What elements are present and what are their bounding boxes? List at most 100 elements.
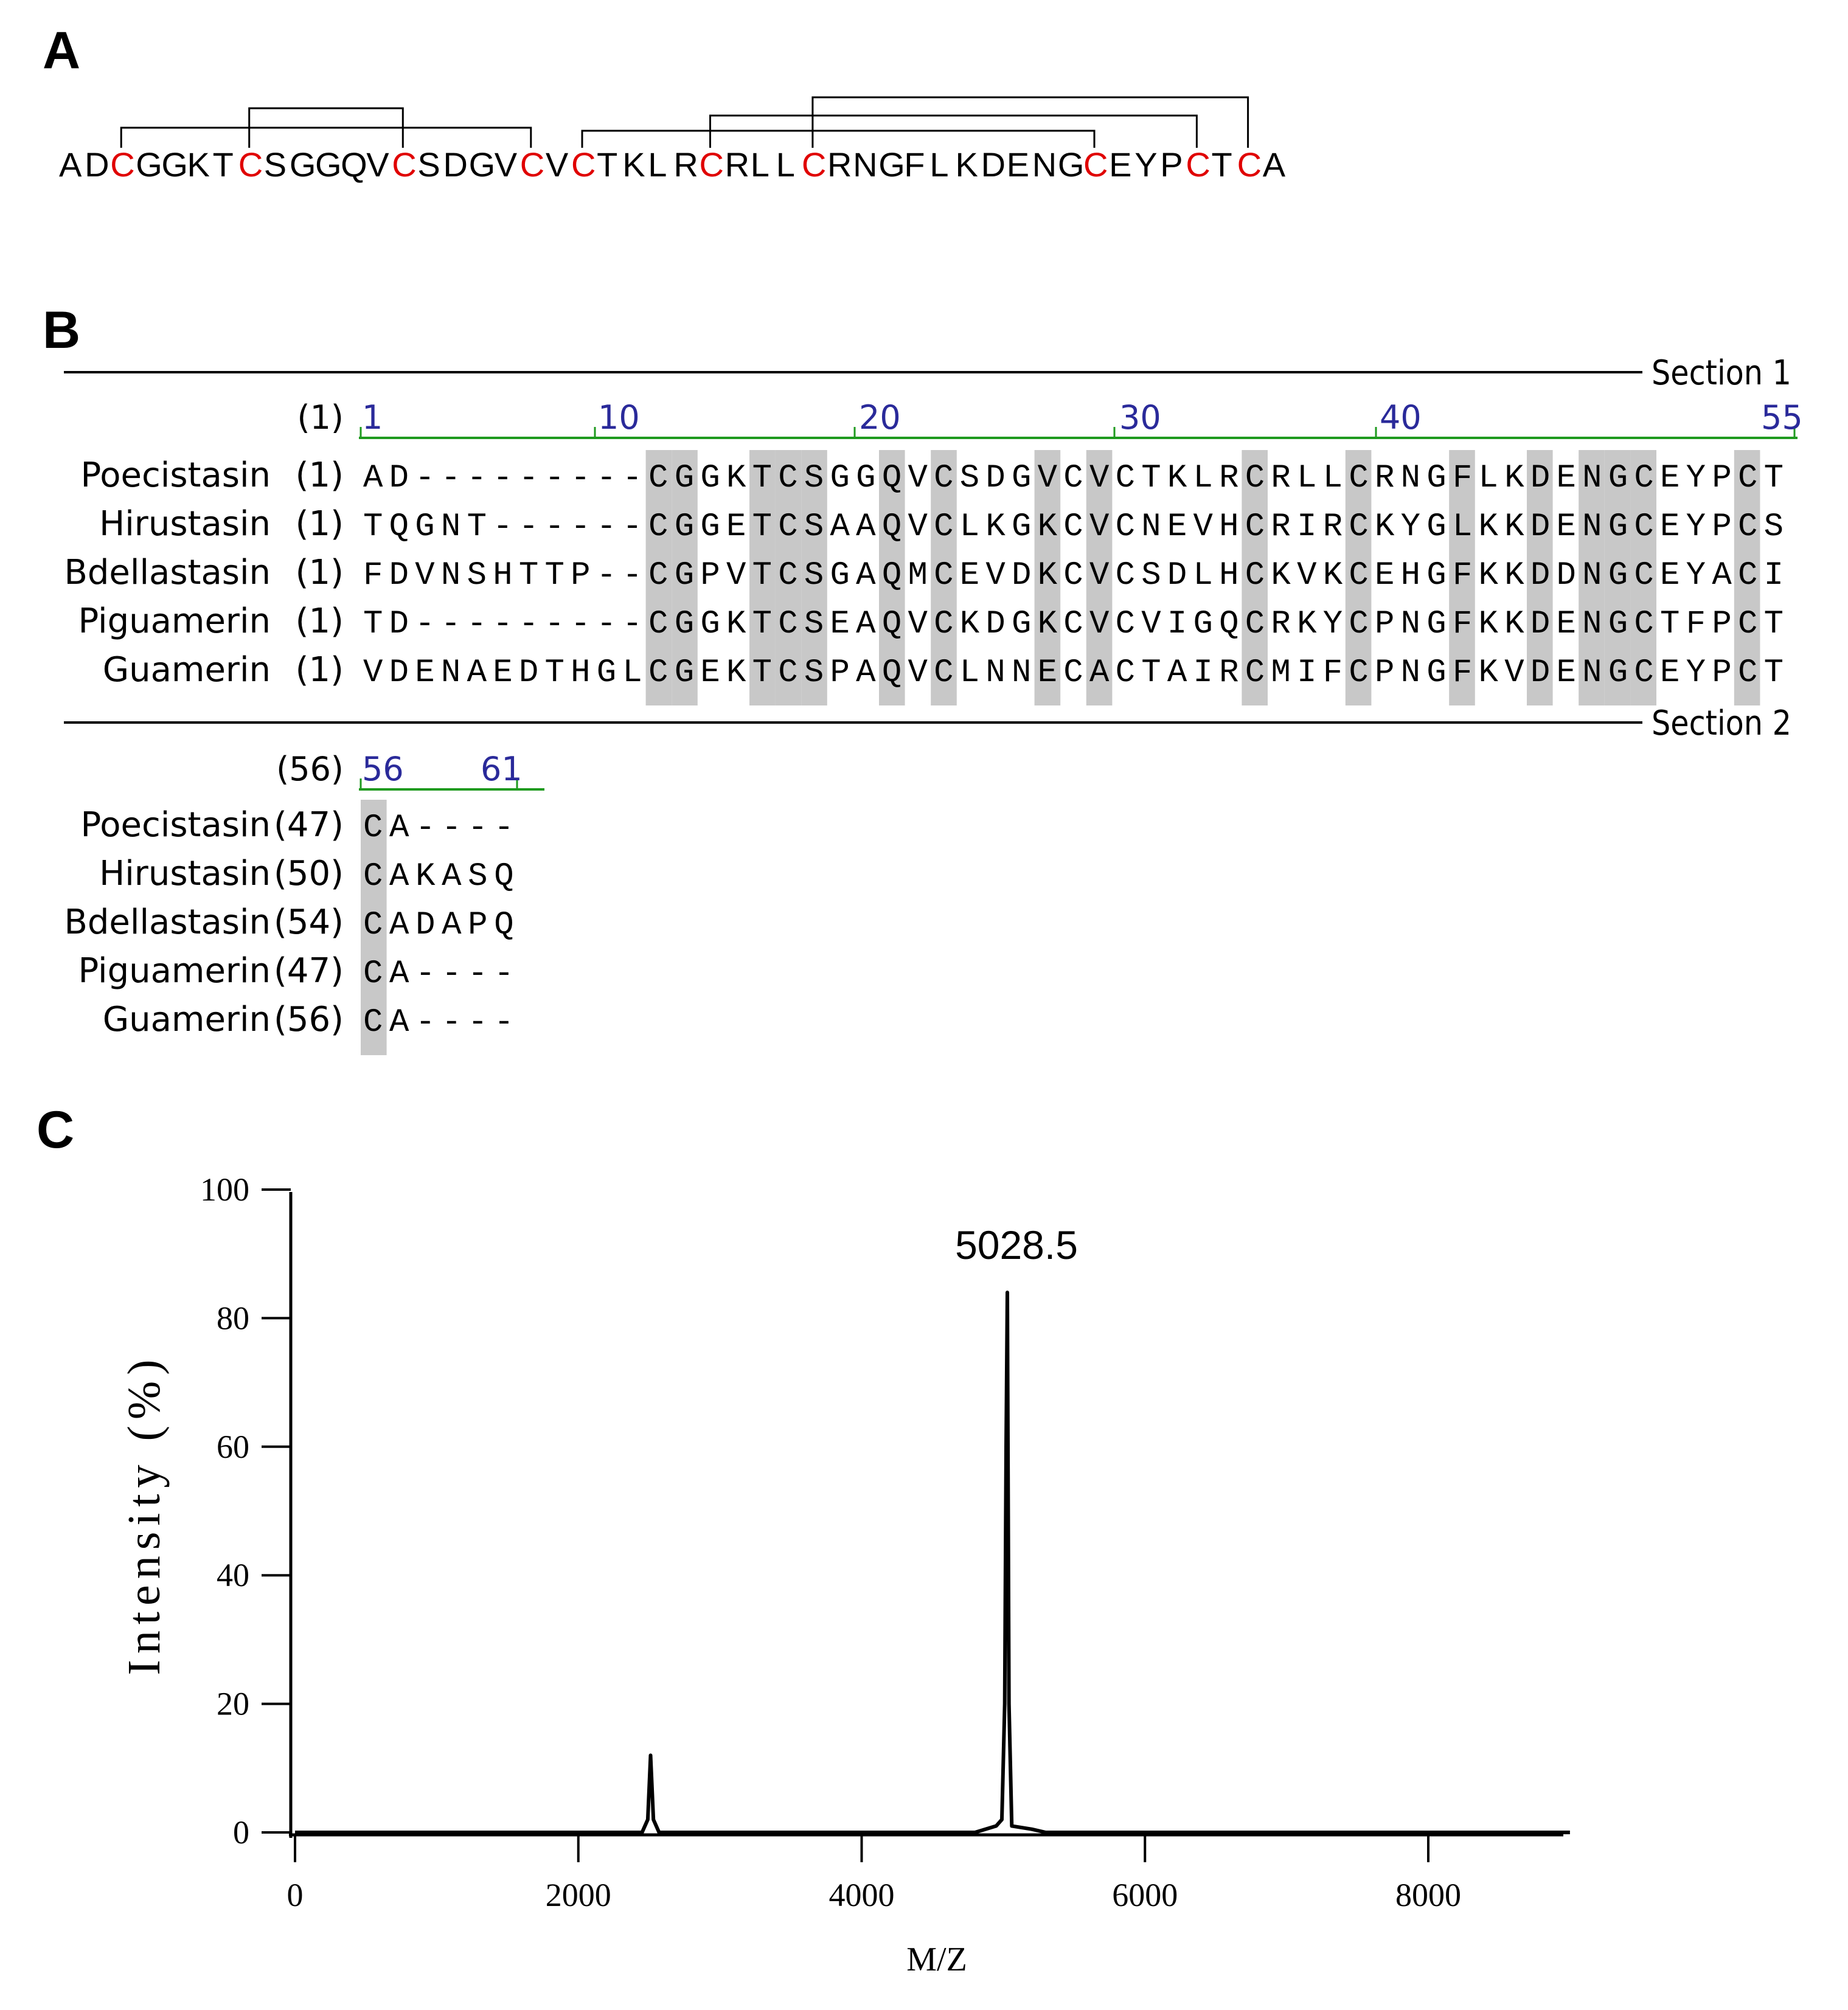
x-tick-label: 8000 <box>1395 1877 1461 1913</box>
conserved-column-shade <box>1034 450 1061 705</box>
x-axis-label: M/Z <box>906 1941 967 1978</box>
ruler-label: 1 <box>362 398 383 437</box>
y-axis-label: Intensity (%) <box>119 1354 170 1676</box>
y-tick-label: 0 <box>233 1814 249 1851</box>
conserved-column-shade <box>672 450 698 705</box>
disulfide-bond <box>248 107 404 148</box>
x-tick-label: 4000 <box>829 1877 895 1913</box>
residue: T <box>213 145 234 184</box>
y-tick-label: 100 <box>200 1171 249 1208</box>
residue: C <box>238 145 263 184</box>
ruler-label: 20 <box>859 398 901 437</box>
residue: D <box>85 145 109 184</box>
residue: G <box>161 145 188 184</box>
ruler-label: 56 <box>362 750 404 788</box>
sequence-text: ADCGGKT CSGGQVCSDGVCVCT KL RCRL L CRNGF L KDENG… <box>59 145 1286 184</box>
x-tick-label: 0 <box>287 1877 304 1913</box>
residue: S <box>417 145 440 184</box>
peak-label: 5028.5 <box>955 1222 1078 1267</box>
residue: V <box>495 145 518 184</box>
sequence-name: Bdellastasin <box>64 903 271 942</box>
residue: K <box>956 145 978 184</box>
aligned-sequence: TQGNT------CGGETCSAAQVCLKGKCVCNEVHCRIRCK… <box>363 508 1784 546</box>
residue: N <box>853 145 877 184</box>
residue: G <box>878 145 905 184</box>
sequence-name: Piguamerin <box>78 951 271 991</box>
conserved-column-shade <box>1242 450 1268 705</box>
residue: G <box>469 145 496 184</box>
y-tick-label: 20 <box>217 1686 249 1722</box>
sequence-position: (1) <box>296 601 344 641</box>
ruler-start-label: (56) <box>276 750 344 788</box>
residue: N <box>1032 145 1057 184</box>
residue: C <box>802 145 826 184</box>
sequence-position: (47) <box>274 805 344 845</box>
residue: R <box>725 145 749 184</box>
residue: D <box>981 145 1006 184</box>
section-label: Section 2 <box>1652 704 1791 743</box>
sequence-name: Poecistasin <box>80 805 271 845</box>
y-tick-label: 60 <box>217 1429 249 1465</box>
ruler-label: 40 <box>1380 398 1422 437</box>
sequence-position: (56) <box>274 1000 344 1039</box>
sequence-name: Piguamerin <box>78 601 271 641</box>
conserved-column-shade <box>361 800 387 1055</box>
residue: L <box>648 145 667 184</box>
conserved-column-shade <box>1527 450 1553 705</box>
residue: A <box>1263 145 1286 184</box>
residue: L <box>776 145 795 184</box>
disulfide-bond <box>120 126 532 148</box>
residue: D <box>443 145 468 184</box>
residue: V <box>546 145 569 184</box>
residue: T <box>1212 145 1232 184</box>
sequence-position: (1) <box>296 650 344 690</box>
sequence-name: Hirustasin <box>99 504 271 544</box>
residue: F <box>904 145 925 184</box>
residue: A <box>59 145 82 184</box>
residue: C <box>571 145 596 184</box>
sequence-position: (47) <box>274 951 344 991</box>
conserved-column-shade <box>879 450 905 705</box>
sequence-name: Hirustasin <box>99 854 271 893</box>
residue: T <box>597 145 617 184</box>
disulfide-bond <box>811 96 1249 148</box>
residue: R <box>827 145 852 184</box>
sequence-position: (54) <box>274 903 344 942</box>
sequence-name: Bdellastasin <box>64 553 271 592</box>
disulfide-sequence-panel: ADCGGKT CSGGQVCSDGVCVCT KL RCRL L CRNGF L KDENG… <box>59 96 1286 184</box>
ruler-label: 55 <box>1761 398 1803 437</box>
conserved-column-shade <box>801 450 827 705</box>
sequence-position: (1) <box>296 504 344 544</box>
residue: C <box>1083 145 1108 184</box>
residue: R <box>673 145 698 184</box>
aligned-sequence: FDVNSHTTP--CGPVTCSGAQMCEVDKCVCSDLHCKVKCE… <box>363 557 1784 594</box>
residue: L <box>929 145 948 184</box>
sequence-name: Guamerin <box>103 1000 271 1039</box>
ruler-label: 61 <box>481 750 523 788</box>
aligned-sequence: AD---------CGGKTCSGGQVCSDGVCVCTKLRCRLLCR… <box>363 460 1784 497</box>
residue: E <box>1007 145 1029 184</box>
panel-label-a: A <box>43 21 81 80</box>
spectrum-line <box>295 1291 1570 1834</box>
alignment-panel: Section 1 (1) 1 10 20 30 40 55 Poecistasin (1) AD-… <box>64 353 1803 1055</box>
x-tick-label: 6000 <box>1112 1877 1178 1913</box>
residue: L <box>751 145 769 184</box>
aligned-sequence: TD---------CGGKTCSEAQVCKDGKCVCVIGQCRKYCP… <box>363 606 1784 643</box>
residue: K <box>622 145 645 184</box>
residue: P <box>1160 145 1183 184</box>
conserved-column-shade <box>775 450 802 705</box>
sequence-position: (50) <box>274 854 344 893</box>
sequence-name: Poecistasin <box>80 456 271 495</box>
conserved-column-shade <box>645 450 672 705</box>
ruler-label: 30 <box>1119 398 1161 437</box>
ruler-label: 10 <box>598 398 640 437</box>
residue: G <box>315 145 342 184</box>
conserved-column-shade <box>1086 450 1113 705</box>
residue: C <box>110 145 134 184</box>
ruler-start-label: (1) <box>297 398 344 437</box>
conserved-column-shade <box>931 450 957 705</box>
sequence-name: Guamerin <box>103 650 271 690</box>
panel-label-b: B <box>43 301 81 359</box>
sequence-position: (1) <box>296 456 344 495</box>
